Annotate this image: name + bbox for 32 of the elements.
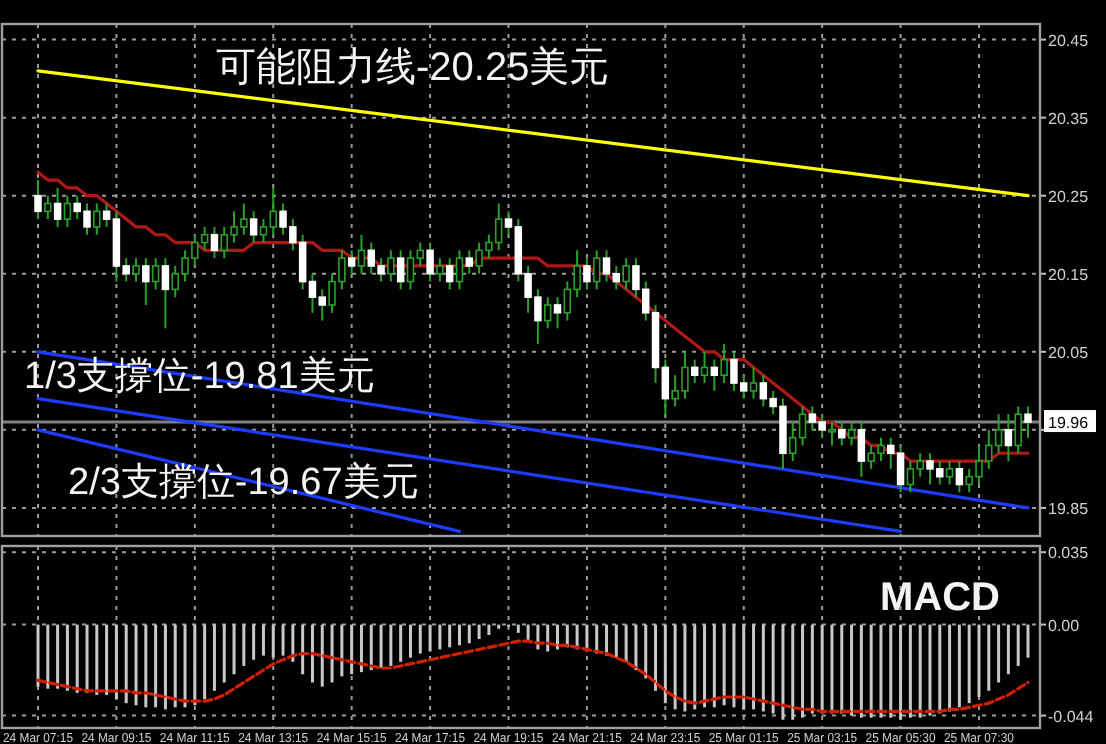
candlestick (436, 257, 444, 283)
candlestick (357, 233, 366, 275)
candlestick (151, 257, 160, 291)
candlestick (132, 257, 140, 283)
annotation: 可能阻力线-20.25美元 (216, 44, 610, 90)
candlestick (592, 249, 601, 291)
candlestick (455, 249, 464, 291)
ref-line-label: 19.96 (1048, 414, 1090, 433)
candlestick (44, 194, 52, 221)
y-tick-label: 0.035 (1048, 544, 1090, 563)
candlestick (1014, 405, 1022, 455)
y-tick-label: 20.25 (1048, 187, 1090, 206)
y-tick-label: 20.45 (1048, 31, 1090, 50)
candlestick (945, 460, 954, 486)
y-tick-label: 19.85 (1048, 499, 1090, 518)
y-tick-label: 0.00 (1048, 616, 1081, 635)
candlestick (93, 202, 101, 236)
y-tick-label: 20.05 (1048, 343, 1090, 362)
candlestick (749, 366, 758, 400)
candlestick (720, 343, 728, 385)
candlestick (63, 194, 72, 228)
candlestick (543, 296, 552, 330)
candlestick (387, 249, 395, 283)
y-tick-label: 20.15 (1048, 265, 1090, 284)
y-tick-label: 20.35 (1048, 109, 1090, 128)
candlestick (847, 421, 856, 447)
candlestick (700, 350, 709, 385)
y-tick-label: -0.044 (1048, 707, 1095, 726)
line-series (36, 639, 1030, 714)
annotation: MACD (880, 576, 1000, 620)
candlestick (622, 257, 630, 291)
candlestick (828, 421, 836, 447)
